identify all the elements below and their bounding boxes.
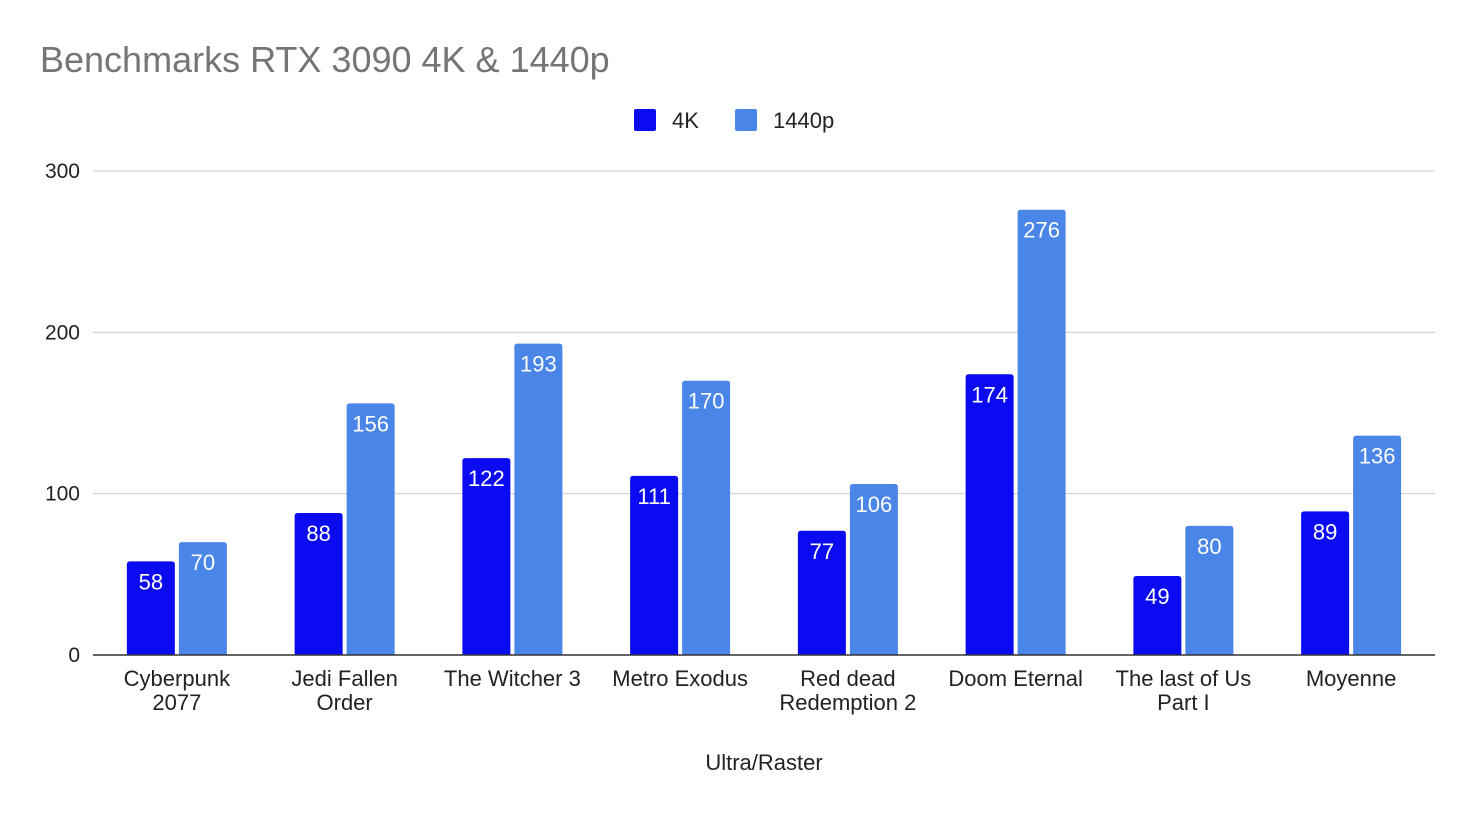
- x-category-label: Red dead: [800, 666, 895, 691]
- x-category-label: Doom Eternal: [948, 666, 1083, 691]
- bar-1440p: [1017, 209, 1066, 655]
- data-label: 276: [1023, 218, 1060, 243]
- x-category-label: Part I: [1157, 690, 1210, 715]
- legend-swatch-1440p: [735, 109, 757, 131]
- bar-4k: [294, 513, 343, 655]
- bar-1440p: [178, 542, 227, 655]
- bar-4k: [1133, 575, 1182, 655]
- bar-1440p: [514, 343, 563, 655]
- x-category-label: 2077: [152, 690, 201, 715]
- x-category-label: Order: [317, 690, 373, 715]
- x-category-label: The Witcher 3: [444, 666, 581, 691]
- bar-4k: [797, 530, 846, 655]
- bars: 58 88 122 111 77 174 49 89 70 156 193 170 106 276 80 13…: [93, 209, 1435, 656]
- y-tick-label: 100: [45, 483, 80, 506]
- bar-4k: [965, 374, 1014, 655]
- legend-label-1440p: 1440p: [773, 108, 834, 133]
- data-label: 122: [468, 466, 505, 491]
- data-label: 156: [352, 411, 389, 436]
- chart-title: Benchmarks RTX 3090 4K & 1440p: [40, 39, 610, 80]
- gridlines: [93, 170, 1435, 495]
- bar-4k: [462, 458, 511, 655]
- x-category-label: Jedi Fallen: [291, 666, 397, 691]
- data-label: 136: [1359, 444, 1396, 469]
- y-tick-label: 300: [45, 160, 80, 183]
- legend-label-4k: 4K: [672, 108, 699, 133]
- data-label: 106: [856, 492, 893, 517]
- data-label: 49: [1145, 584, 1169, 609]
- data-label: 193: [520, 352, 557, 377]
- bar-1440p: [849, 483, 898, 655]
- x-axis-title: Ultra/Raster: [705, 750, 822, 775]
- x-category-label: The last of Us: [1116, 666, 1252, 691]
- x-category-label: Cyberpunk: [124, 666, 231, 691]
- data-label: 88: [306, 521, 330, 546]
- legend-swatch-4k: [634, 109, 656, 131]
- x-category-label: Redemption 2: [779, 690, 916, 715]
- data-label: 111: [637, 484, 670, 509]
- data-label: 58: [139, 569, 163, 594]
- bar-4k: [630, 475, 679, 655]
- data-label: 80: [1197, 534, 1221, 559]
- bar-1440p: [1353, 435, 1402, 655]
- legend: 4K 1440p: [634, 108, 834, 133]
- x-category-label: Metro Exodus: [612, 666, 748, 691]
- bar-4k: [126, 561, 175, 655]
- y-tick-label: 0: [68, 644, 80, 667]
- bar-1440p: [682, 380, 731, 655]
- bar-1440p: [1185, 525, 1234, 655]
- data-label: 174: [971, 382, 1008, 407]
- data-label: 170: [688, 389, 725, 414]
- data-label: 89: [1313, 519, 1337, 544]
- bar-4k: [1301, 511, 1350, 655]
- y-axis-ticks: 0 100 200 300: [45, 160, 80, 667]
- x-category-label: Moyenne: [1306, 666, 1397, 691]
- bar-1440p: [346, 403, 395, 655]
- data-label: 70: [191, 550, 215, 575]
- y-tick-label: 200: [45, 321, 80, 344]
- data-label: 77: [810, 539, 834, 564]
